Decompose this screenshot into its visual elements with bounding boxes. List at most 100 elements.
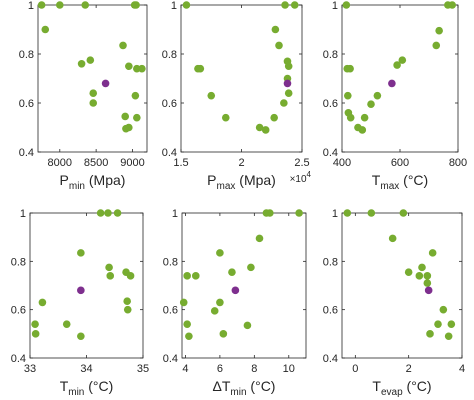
data-point [284, 89, 293, 97]
x-tick-label: 4 [182, 363, 188, 375]
data-point [41, 25, 50, 34]
data-point [106, 272, 115, 280]
x-axis-multiplier: ×104 [290, 170, 312, 185]
x-tick-label: 0 [352, 363, 358, 375]
data-point [434, 320, 442, 328]
x-tick-label: 33 [24, 363, 36, 375]
y-tick-label: 0.4 [162, 147, 177, 159]
x-tick-label: 2 [238, 157, 244, 169]
data-point [191, 272, 200, 280]
data-point [432, 41, 441, 50]
data-point [271, 25, 280, 34]
data-point [342, 1, 351, 9]
data-point [89, 99, 98, 107]
data-point [275, 41, 283, 50]
y-tick-label: 0.6 [323, 98, 338, 110]
data-point [56, 1, 64, 9]
highlight-point [424, 286, 433, 295]
y-tick-label: 0.6 [323, 305, 338, 317]
subplot-p-min: 8000 8500 9000 0.4 0.6 0.8 1 Pmin (Mpa) [19, 0, 148, 192]
data-point [444, 332, 453, 341]
data-point [415, 272, 424, 280]
data-point [132, 1, 140, 9]
y-tick-label: 1 [332, 0, 338, 12]
data-point [270, 113, 278, 122]
data-point [89, 89, 98, 97]
data-point [125, 62, 133, 71]
data-point [447, 320, 456, 328]
subplot-delta-t-min: 4 6 8 10 0.4 0.6 0.8 1 ΔTmin (°C) [163, 208, 307, 398]
data-point [255, 123, 264, 132]
data-point [37, 1, 46, 9]
x-tick-label: 400 [333, 157, 351, 169]
axes-box [29, 212, 144, 359]
y-tick-label: 0.8 [162, 49, 177, 61]
x-tick-label: 600 [391, 157, 409, 169]
data-point [216, 249, 224, 257]
x-tick-label: 9000 [120, 157, 144, 169]
y-tick-label: 0.6 [163, 305, 178, 317]
data-point [398, 56, 407, 64]
data-point [358, 126, 367, 134]
data-point [179, 298, 188, 307]
y-tick-label: 0.6 [11, 305, 26, 317]
data-point [31, 320, 39, 328]
data-point [123, 297, 131, 306]
data-point [261, 126, 270, 134]
data-point [280, 99, 288, 107]
x-tick-label: 4 [459, 363, 465, 375]
data-point [133, 113, 141, 122]
data-point [404, 268, 413, 277]
y-tick-label: 1 [20, 208, 26, 220]
x-axis-label: Pmin (Mpa) [60, 172, 126, 192]
data-point [426, 330, 434, 338]
y-tick-label: 1 [332, 208, 338, 220]
data-point [126, 272, 135, 280]
x-tick-label: 6 [217, 363, 223, 375]
data-point [138, 64, 146, 73]
x-axis-label: Pmax (Mpa) [207, 172, 276, 192]
data-point [393, 61, 401, 69]
y-tick-label: 0.8 [323, 256, 338, 268]
data-point [243, 321, 252, 330]
y-tick-label: 0.4 [323, 147, 338, 159]
data-point [295, 209, 303, 217]
data-point [210, 307, 219, 315]
y-tick-label: 0.8 [11, 256, 26, 268]
highlight-point [388, 79, 396, 88]
data-point [418, 263, 426, 272]
data-point [183, 272, 191, 280]
data-point [428, 249, 437, 257]
data-point [228, 268, 236, 277]
x-tick-label: 8000 [48, 157, 72, 169]
data-point [86, 56, 95, 64]
highlight-point [231, 286, 240, 295]
y-tick-label: 0.6 [162, 98, 177, 110]
x-tick-label: 8 [251, 363, 257, 375]
x-tick-label: 2 [406, 363, 412, 375]
data-point [290, 1, 299, 9]
x-axis-label: ΔTmin (°C) [213, 378, 276, 398]
data-point [77, 249, 85, 257]
data-point [255, 234, 264, 243]
x-tick-label: 8500 [84, 157, 108, 169]
data-point [346, 64, 354, 73]
x-tick-label: 2.5 [294, 157, 309, 169]
x-tick-label: 34 [80, 363, 92, 375]
subplot-t-max: 400 600 800 0.4 0.6 0.8 1 Tmax (°C) [323, 0, 467, 192]
y-tick-label: 1 [28, 0, 34, 12]
data-point [344, 91, 352, 100]
data-point [183, 320, 191, 328]
y-tick-label: 0.8 [323, 49, 338, 61]
data-point [388, 234, 397, 243]
data-point [62, 320, 71, 328]
x-tick-label: 800 [449, 157, 467, 169]
data-point [343, 209, 352, 217]
data-point [119, 41, 127, 50]
data-point [185, 332, 193, 341]
data-point [367, 100, 375, 109]
data-point [346, 113, 355, 122]
data-point [435, 26, 443, 35]
axes-box [181, 212, 307, 359]
y-tick-label: 1 [171, 0, 177, 12]
